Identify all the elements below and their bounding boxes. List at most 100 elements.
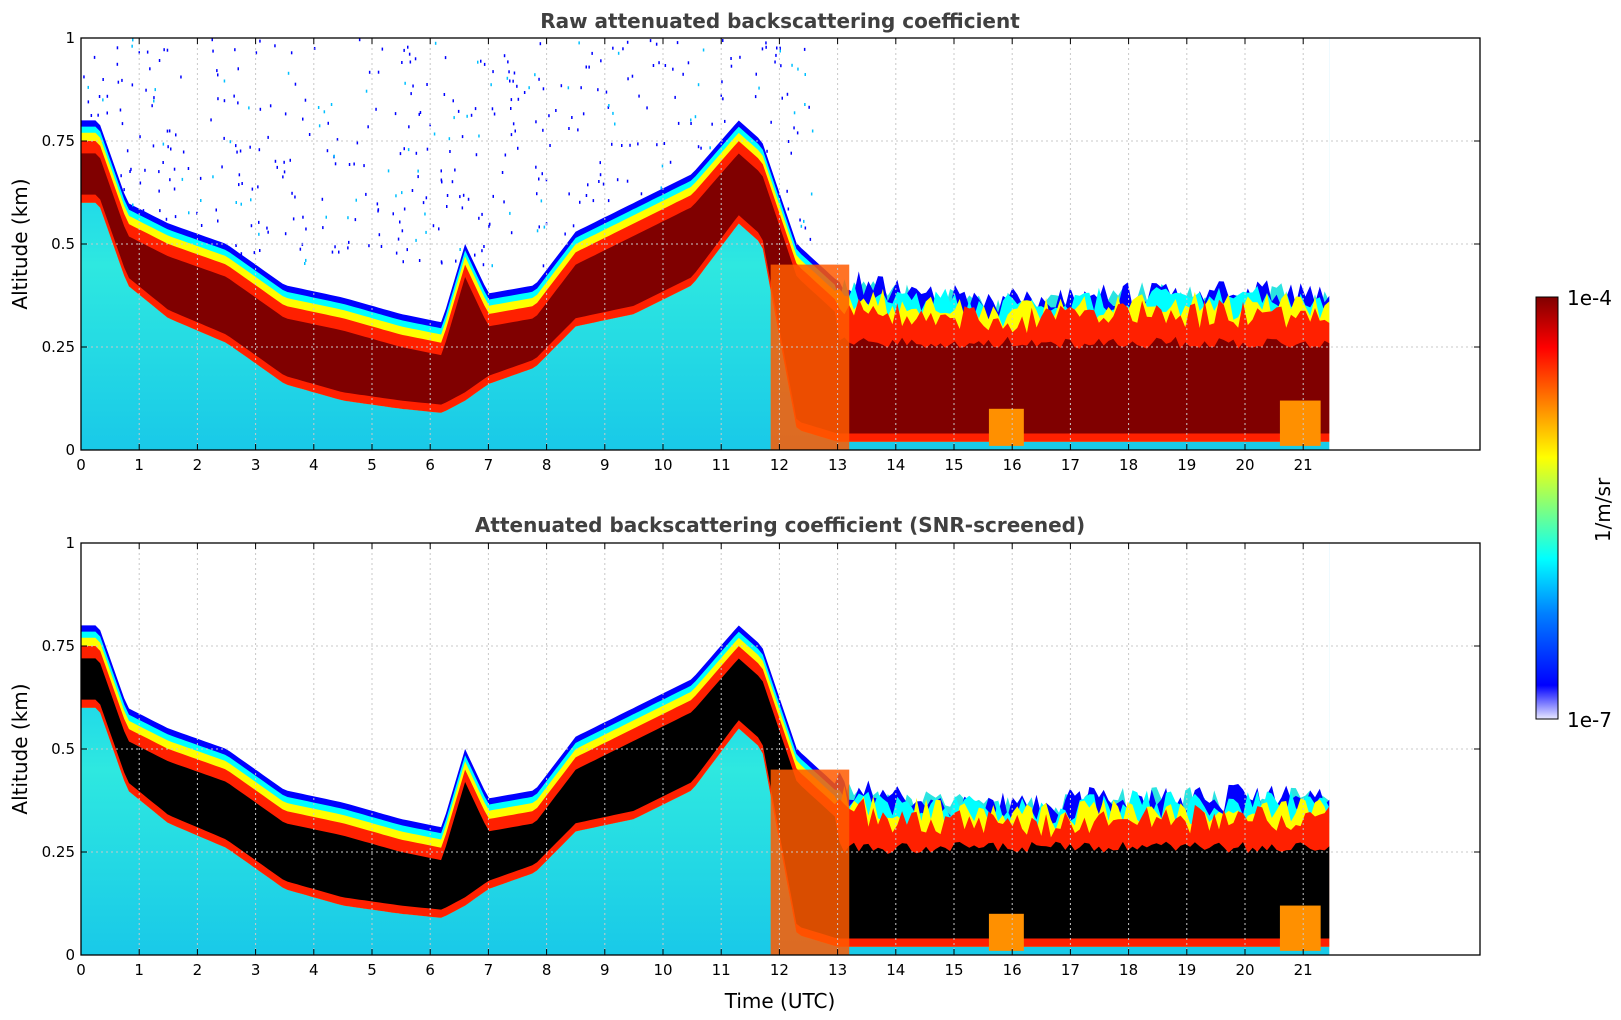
heat-noise-speck	[646, 106, 648, 110]
heat-noise-speck	[539, 42, 542, 46]
y-tick-label: 0.75	[42, 132, 75, 150]
heat-noise-speck	[548, 114, 550, 118]
heat-noise-speck	[299, 247, 302, 251]
heat-noise-speck	[626, 179, 629, 183]
heat-noise-speck	[599, 173, 602, 177]
heat-noise-speck	[336, 138, 339, 142]
heat-noise-speck	[294, 195, 296, 199]
heat-noise-speck	[607, 105, 610, 109]
heat-noise-speck	[512, 122, 515, 126]
heat-noise-speck	[488, 224, 490, 228]
x-axis-label: Time (UTC)	[724, 989, 836, 1013]
heat-noise-speck	[474, 253, 476, 257]
heat-noise-speck	[318, 124, 321, 128]
heat-noise-speck	[786, 92, 789, 96]
x-tick-label: 8	[542, 961, 552, 979]
heat-noise-speck	[154, 88, 156, 92]
heat-boundary-layer-core	[81, 153, 1330, 434]
heat-noise-speck	[283, 160, 285, 164]
heat-noise-speck	[403, 147, 405, 151]
heat-noise-speck	[235, 244, 237, 247]
heat-noise-speck	[592, 199, 595, 203]
heat-noise-speck	[294, 82, 297, 86]
heat-noise-speck	[755, 72, 757, 76]
heat-noise-speck	[453, 116, 455, 120]
x-tick-label: 12	[770, 456, 789, 474]
heat-noise-speck	[418, 259, 421, 262]
heat-noise-speck	[129, 170, 131, 173]
heat-noise-speck	[480, 59, 482, 63]
heat-noise-speck	[607, 199, 610, 203]
heat-noise-speck	[591, 51, 593, 55]
heat-noise-speck	[117, 80, 120, 84]
heat-noise-speck	[535, 165, 537, 169]
x-tick-label: 6	[425, 456, 435, 474]
x-tick-label: 17	[1061, 456, 1080, 474]
heat-noise-speck	[804, 103, 806, 106]
heat-noise-speck	[711, 122, 713, 126]
heat-noise-speck	[401, 61, 403, 64]
heat-noise-speck	[149, 67, 151, 71]
heat-noise-speck	[461, 206, 464, 210]
heat-noise-speck	[249, 145, 251, 149]
heat-noise-speck	[395, 194, 397, 198]
heat-noise-speck	[457, 109, 460, 113]
heat-noise-speck	[241, 182, 243, 185]
heat-noise-speck	[491, 107, 494, 111]
heat-noise-speck	[475, 153, 478, 157]
colorbar-gradient	[1535, 296, 1559, 720]
heat-noise-speck	[775, 53, 777, 57]
heat-noise-speck	[588, 65, 590, 69]
x-tick-label: 1	[134, 456, 144, 474]
heat-noise-speck	[507, 60, 509, 64]
heat-clear-air	[81, 38, 1330, 327]
heat-noise-speck	[700, 146, 702, 150]
heat-noise-speck	[334, 162, 337, 166]
heat-noise-speck	[282, 175, 284, 179]
heat-noise-speck	[674, 95, 676, 99]
heat-noise-speck	[796, 131, 799, 135]
heat-noise-speck	[694, 115, 697, 119]
heat-noise-speck	[399, 152, 402, 156]
heat-noise-speck	[267, 230, 269, 234]
x-tick-label: 7	[484, 456, 494, 474]
heat-noise-speck	[158, 189, 160, 193]
y-tick-label: 1	[65, 29, 75, 47]
colorbar-unit-label: 1/m/sr	[1591, 477, 1615, 542]
heat-noise-speck	[199, 176, 202, 180]
heat-noise-speck	[322, 226, 324, 230]
heat-noise-speck	[669, 160, 672, 164]
heat-noise-speck	[116, 62, 119, 66]
heat-noise-speck	[407, 45, 409, 49]
x-tick-label: 14	[886, 456, 905, 474]
heat-noise-speck	[811, 129, 814, 133]
heat-noise-speck	[536, 192, 538, 196]
x-tick-label: 1	[134, 961, 144, 979]
heat-noise-speck	[121, 78, 123, 82]
heat-noise-speck	[687, 61, 690, 65]
heat-noise-speck	[538, 77, 540, 81]
heat-noise-speck	[803, 219, 805, 223]
heat-noise-speck	[404, 81, 406, 85]
heat-noise-speck	[145, 88, 147, 92]
heat-noise-speck	[330, 103, 333, 106]
heat-noise-speck	[144, 168, 146, 172]
heat-noise-speck	[542, 264, 545, 268]
heat-noise-speck	[440, 260, 443, 264]
heat-noise-speck	[240, 202, 242, 206]
heat-noise-speck	[233, 94, 235, 98]
heat-noise-speck	[167, 145, 169, 149]
heat-noise-speck	[444, 56, 447, 60]
heat-noise-speck	[169, 178, 171, 182]
heat-noise-speck	[238, 173, 241, 177]
heat-noise-speck	[158, 170, 160, 174]
heat-noise-speck	[470, 113, 473, 117]
heat-noise-speck	[367, 125, 369, 129]
heat-noise-speck	[426, 147, 429, 151]
heat-noise-speck	[434, 41, 437, 45]
heat-noise-speck	[237, 67, 239, 71]
heat-noise-speck	[287, 71, 290, 75]
heat-noise-speck	[786, 189, 788, 193]
heat-noise-speck	[353, 162, 355, 166]
heat-noise-speck	[724, 119, 726, 123]
